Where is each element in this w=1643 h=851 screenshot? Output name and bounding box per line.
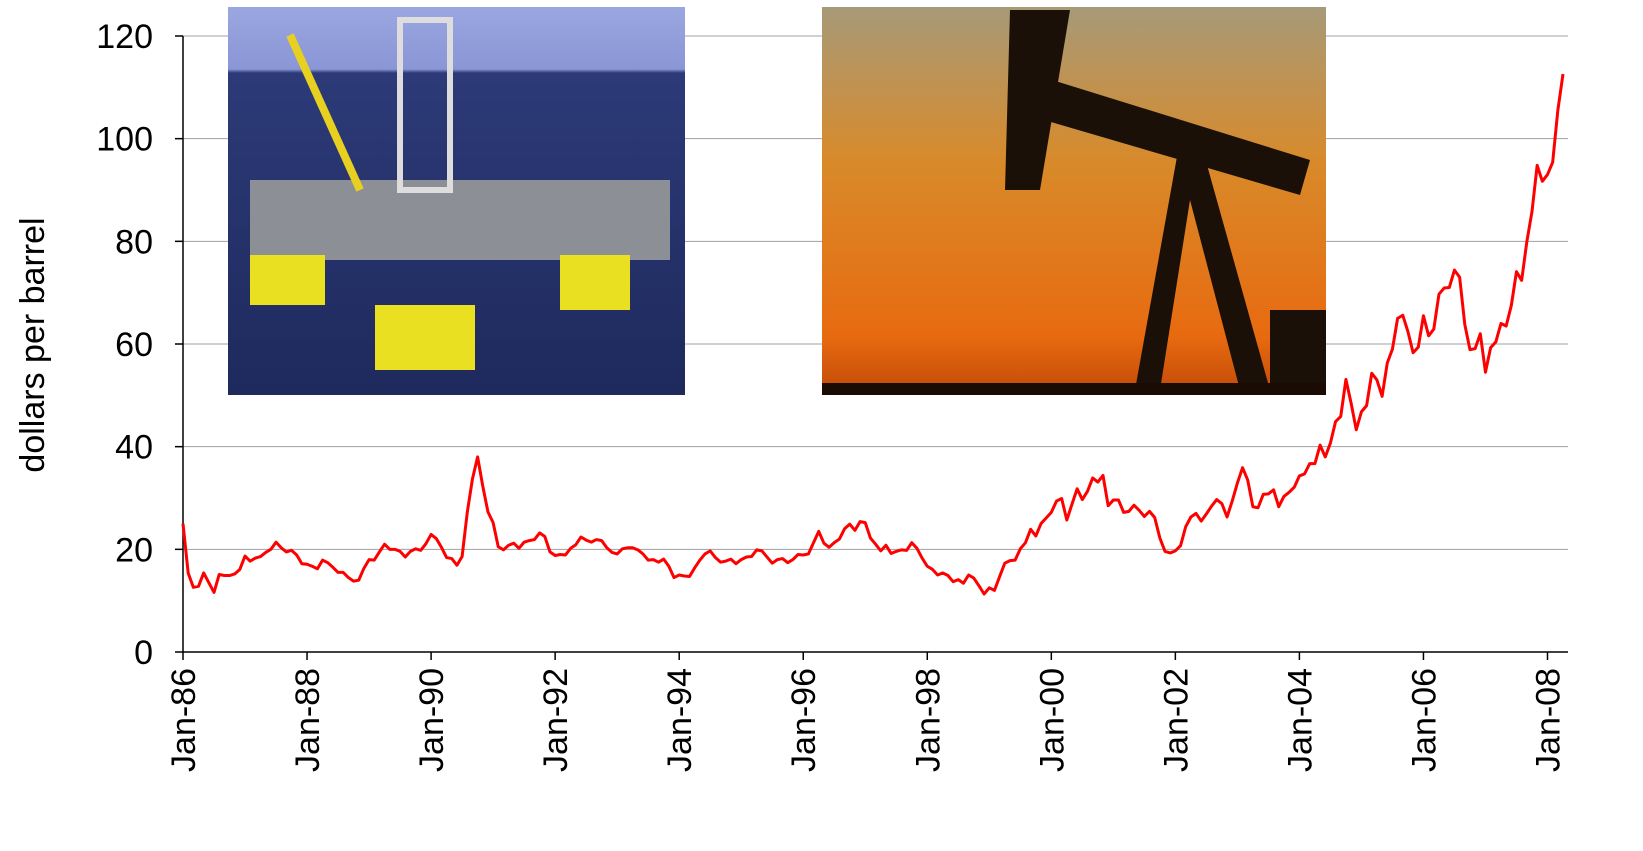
x-tick-label: Jan-02: [1157, 668, 1195, 772]
x-tick-label: Jan-06: [1405, 668, 1443, 772]
x-tick-label: Jan-96: [785, 668, 823, 772]
x-tick-label: Jan-98: [909, 668, 947, 772]
photo-offshore-rig: [228, 7, 685, 395]
photo-pumpjack: [822, 7, 1326, 395]
y-tick-label: 40: [115, 429, 153, 467]
x-tick-label: Jan-00: [1033, 668, 1071, 772]
x-tick-label: Jan-92: [537, 668, 575, 772]
x-tick-label: Jan-86: [165, 668, 203, 772]
x-tick-label: Jan-08: [1529, 668, 1567, 772]
y-tick-label: 120: [96, 18, 153, 56]
x-tick-label: Jan-88: [289, 668, 327, 772]
y-tick-label: 60: [115, 326, 153, 364]
x-tick-label: Jan-04: [1281, 668, 1319, 772]
x-tick-label: Jan-94: [661, 668, 699, 772]
y-tick-label: 100: [96, 121, 153, 159]
y-tick-label: 0: [134, 634, 153, 672]
y-axis-label: dollars per barrel: [14, 217, 52, 472]
price-line: [181, 73, 1565, 596]
y-tick-label: 20: [115, 531, 153, 569]
x-tick-label: Jan-90: [413, 668, 451, 772]
y-tick-label: 80: [115, 223, 153, 261]
